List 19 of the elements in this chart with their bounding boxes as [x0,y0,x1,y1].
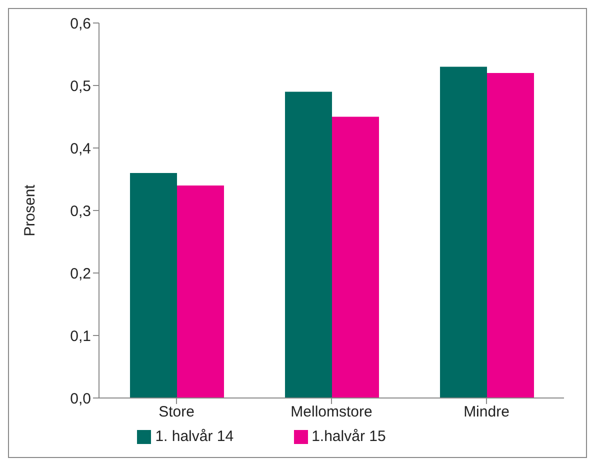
bar [487,73,534,398]
y-tick-label: 0,4 [70,140,91,158]
x-tick-label: Mindre [464,404,510,421]
bar [285,92,332,398]
y-axis-title: Prosent [21,184,38,236]
y-tick-label: 0,2 [70,265,91,282]
legend-label: 1.halvår 15 [312,428,386,445]
y-tick-label: 0,6 [70,15,91,32]
x-tick-label: Mellomstore [290,404,372,421]
legend-label: 1. halvår 14 [155,428,234,445]
y-tick-label: 0,5 [70,78,91,95]
bar [130,173,177,398]
bar [440,66,487,398]
y-tick-label: 0,1 [70,328,91,345]
y-tick-label: 0,0 [70,390,91,408]
bar [332,116,379,398]
y-tick-label: 0,3 [70,202,91,220]
x-tick-label: Store [158,404,194,421]
bar [177,186,224,398]
